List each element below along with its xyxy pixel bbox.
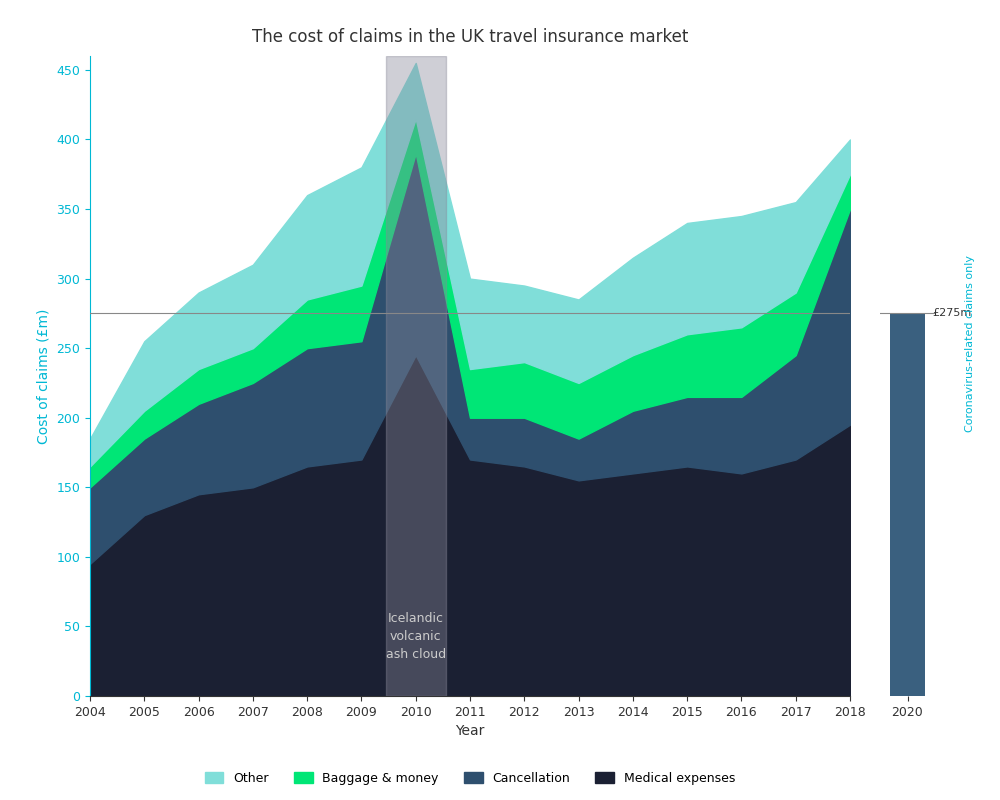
Y-axis label: Cost of claims (£m): Cost of claims (£m) (37, 308, 51, 444)
X-axis label: Year: Year (455, 724, 485, 738)
Text: Icelandic
volcanic
ash cloud: Icelandic volcanic ash cloud (386, 612, 446, 662)
Text: Coronavirus-related claims only: Coronavirus-related claims only (965, 255, 975, 433)
Bar (890, 314, 925, 696)
Legend: Other, Baggage & money, Cancellation, Medical expenses: Other, Baggage & money, Cancellation, Me… (200, 766, 740, 790)
Bar (386, 56, 446, 696)
Text: £275m: £275m (932, 308, 972, 318)
Title: The cost of claims in the UK travel insurance market: The cost of claims in the UK travel insu… (252, 28, 688, 46)
